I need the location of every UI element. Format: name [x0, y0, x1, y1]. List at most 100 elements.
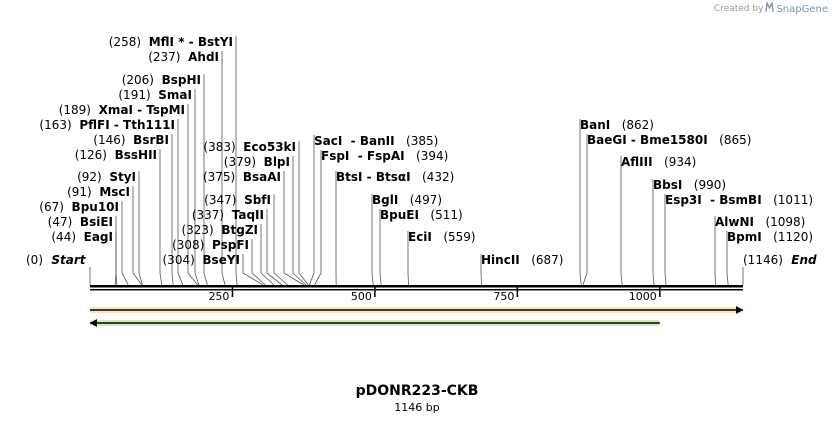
site-label-mfli[interactable]: (258) MflI * - BstYI: [109, 35, 233, 49]
plasmid-length: 1146 bp: [394, 401, 440, 414]
site-name-eco53ki: Eco53kI: [243, 140, 296, 154]
site-label-fspi[interactable]: FspI - FspAI (394): [321, 149, 448, 163]
snapgene-logo-icon: [765, 0, 775, 16]
site-label-pspfi[interactable]: (308) PspFI: [172, 238, 249, 252]
features: [90, 306, 743, 327]
site-label-bani[interactable]: BanI (862): [580, 118, 654, 132]
site-label-bpu10i[interactable]: (67) Bpu10I: [39, 200, 119, 214]
site-label-bgli[interactable]: BglI (497): [372, 193, 442, 207]
site-label-end[interactable]: (1146) End: [743, 253, 817, 267]
site-pos-btsi: (432): [411, 170, 455, 184]
site-line-styi: [138, 171, 143, 286]
site-name2-baegi: Bme1580I: [640, 133, 708, 147]
tick-label-1000: 1000: [629, 290, 657, 303]
site-name-saci: SacI: [314, 134, 342, 148]
site-label-msci[interactable]: (91) MscI: [67, 185, 130, 199]
site-name2-esp3i: BsmBI: [719, 193, 761, 207]
site-label-afliii[interactable]: AflIII (934): [621, 155, 696, 169]
site-label-bpmi[interactable]: BpmI (1120): [727, 230, 813, 244]
site-name-bsiei: BsiEI: [80, 215, 113, 229]
site-pos-bpu10i: (67): [39, 200, 71, 214]
site-label-pflfi[interactable]: (163) PflFI - Tth111I: [39, 118, 175, 132]
site-pos-xmai: (189): [59, 103, 99, 117]
site-label-eco53ki[interactable]: (383) Eco53kI: [203, 140, 296, 154]
feature-ckb-orf[interactable]: [90, 306, 743, 314]
site-line-bsrbi: [171, 134, 174, 286]
site-label-start[interactable]: (0) Start: [26, 253, 87, 267]
credit-brand: SnapGene: [776, 3, 828, 15]
site-label-baegi[interactable]: BaeGI - Bme1580I (865): [587, 133, 751, 147]
site-label-bsrbi[interactable]: (146) BsrBI: [93, 133, 169, 147]
site-pos-baegi: (865): [708, 133, 752, 147]
site-name-ecii: EciI: [408, 230, 432, 244]
site-line-sbfi: [273, 194, 288, 286]
site-label-xmai[interactable]: (189) XmaI - TspMI: [59, 103, 185, 117]
site-label-bsiei[interactable]: (47) BsiEI: [48, 215, 113, 229]
site-line-smai: [194, 89, 200, 286]
site-label-eagi[interactable]: (44) EagI: [51, 230, 113, 244]
site-label-hincii[interactable]: HincII (687): [481, 253, 563, 267]
site-label-ecii[interactable]: EciI (559): [408, 230, 476, 244]
site-pos-start: (0): [26, 253, 43, 267]
site-pos-bsrbi: (146): [93, 133, 133, 147]
site-pos-sbfi: (347): [204, 193, 244, 207]
site-name-btgzi: BtgZI: [221, 223, 258, 237]
site-pos-pspfi: (308): [172, 238, 212, 252]
feature-reverse-feature[interactable]: [90, 319, 660, 327]
site-pos-bpmi: (1120): [762, 230, 813, 244]
site-line-bseyi: [242, 254, 264, 286]
site-name-fspi: FspI: [321, 149, 349, 163]
site-label-bsaai[interactable]: (375) BsaAI: [203, 170, 281, 184]
site-label-esp3i[interactable]: Esp3I - BsmBI (1011): [665, 193, 813, 207]
site-name-btsi: BtsI: [336, 170, 363, 184]
plasmid-name: pDONR223-CKB: [355, 383, 479, 399]
site-pos-bani: (862): [610, 118, 654, 132]
site-label-saci[interactable]: SacI - BanII (385): [314, 134, 438, 148]
site-name-bpu10i: Bpu10I: [72, 200, 119, 214]
site-label-bbsi[interactable]: BbsI (990): [653, 178, 726, 192]
site-line-bsiei: [115, 216, 118, 286]
site-name2-xmai: TspMI: [146, 103, 185, 117]
site-label-bseyi[interactable]: (304) BseYI: [163, 253, 241, 267]
feature-arrow-1: [90, 319, 97, 327]
site-line-ahdi: [221, 51, 226, 286]
site-name2-pflfi: Tth111I: [123, 118, 175, 132]
site-pos-fspi: (394): [405, 149, 449, 163]
site-pos-smai: (191): [118, 88, 158, 102]
site-name-msci: MscI: [99, 185, 130, 199]
site-label-btgzi[interactable]: (323) BtgZI: [181, 223, 258, 237]
site-label-alwni[interactable]: AlwNI (1098): [715, 215, 805, 229]
site-line-btgzi: [260, 224, 275, 286]
credit-prefix: Created by: [713, 4, 764, 14]
site-name-end: End: [783, 253, 817, 267]
site-label-styi[interactable]: (92) StyI: [77, 170, 136, 184]
site-pos-ahdi: (237): [148, 50, 188, 64]
site-label-bsphi[interactable]: (206) BspHI: [122, 73, 201, 87]
site-label-bsshii[interactable]: (126) BssHII: [75, 148, 157, 162]
site-sep-xmai: -: [133, 103, 146, 117]
site-label-btsi[interactable]: BtsI - BtsαI (432): [336, 170, 454, 184]
site-line-bsphi: [203, 74, 208, 286]
site-name-eagi: EagI: [84, 230, 113, 244]
site-label-taqii[interactable]: (337) TaqII: [192, 208, 264, 222]
site-name2-btsi: BtsαI: [376, 170, 411, 184]
site-label-blpi[interactable]: (379) BlpI: [224, 155, 290, 169]
site-label-sbfi[interactable]: (347) SbfI: [204, 193, 271, 207]
site-line-fspi: [314, 150, 322, 286]
site-pos-hincii: (687): [520, 253, 564, 267]
site-pos-mfli: (258): [109, 35, 149, 49]
site-label-smai[interactable]: (191) SmaI: [118, 88, 192, 102]
site-name2-fspi: FspAI: [367, 149, 405, 163]
site-pos-bsshii: (126): [75, 148, 115, 162]
tick-label-500: 500: [351, 290, 372, 303]
backbone-top-strand: [90, 285, 743, 288]
site-label-ahdi[interactable]: (237) AhdI: [148, 50, 219, 64]
site-pos-bsiei: (47): [48, 215, 80, 229]
site-pos-alwni: (1098): [754, 215, 805, 229]
site-name-bani: BanI: [580, 118, 610, 132]
site-line-bsshii: [159, 149, 163, 286]
site-label-bpuei[interactable]: BpuEI (511): [380, 208, 463, 222]
site-line-eco53ki: [298, 141, 309, 286]
site-name-start: Start: [43, 253, 87, 267]
site-name-baegi: BaeGI: [587, 133, 627, 147]
